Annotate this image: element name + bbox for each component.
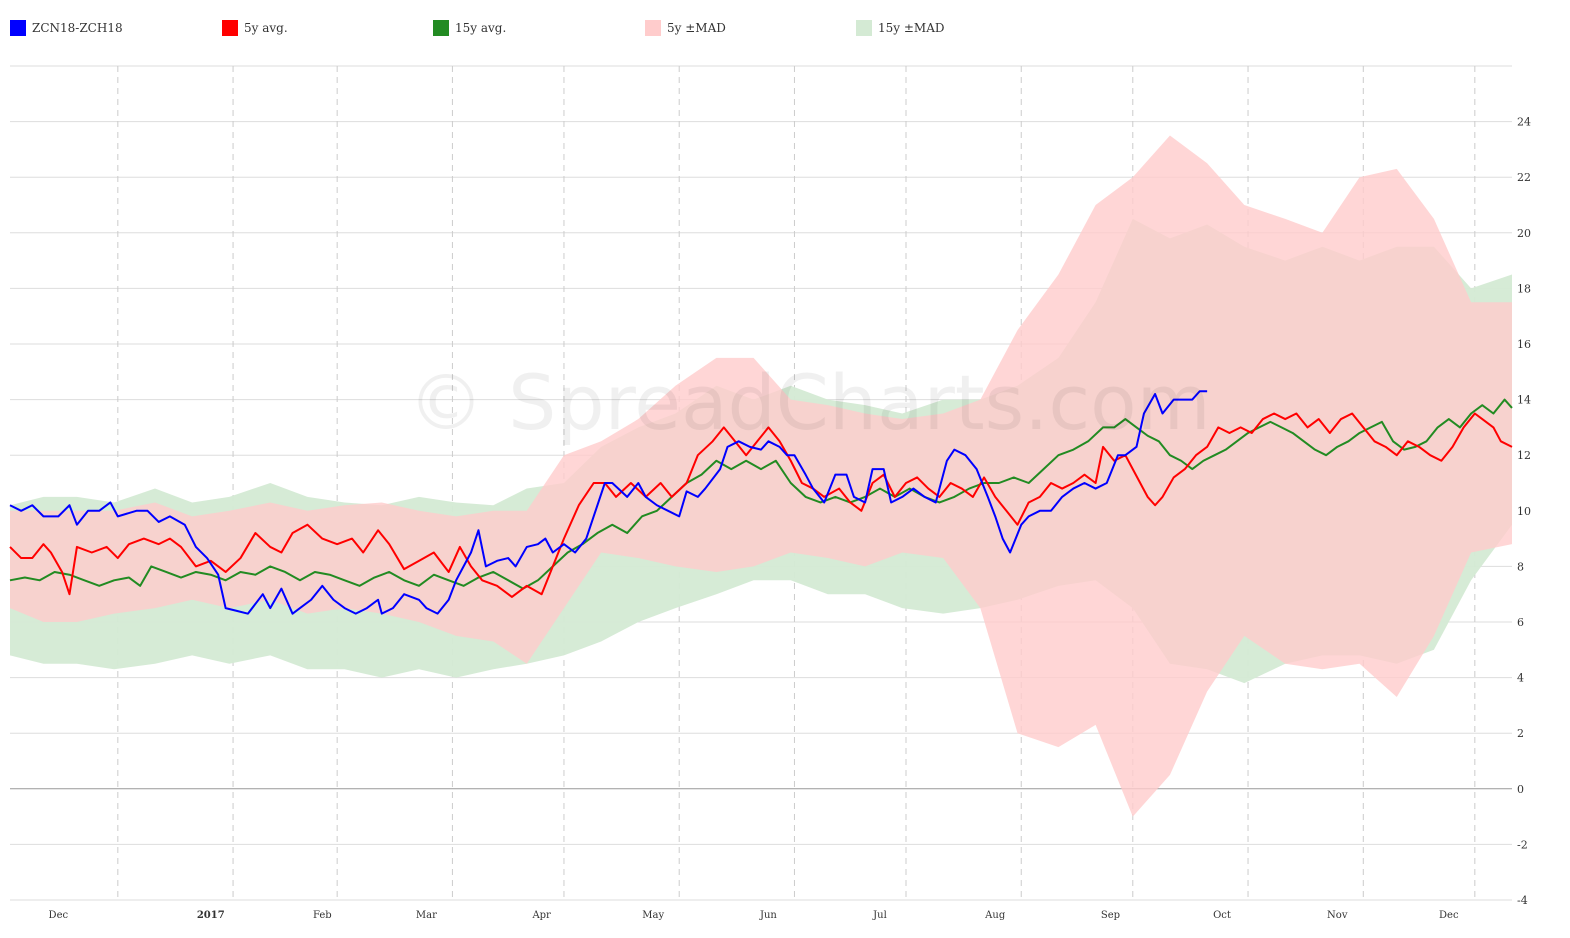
legend-label: 5y avg.: [244, 21, 288, 35]
x-tick-label: Dec: [1439, 910, 1459, 921]
legend: ZCN18-ZCH18 5y avg. 15y avg. 5y ±MAD 15y ±MA…: [10, 20, 1550, 42]
legend-item: 5y avg.: [222, 20, 288, 36]
band-layer: [10, 135, 1512, 817]
legend-item: ZCN18-ZCH18: [10, 20, 123, 36]
y-tick-label: 20: [1517, 227, 1531, 240]
legend-label: 15y ±MAD: [878, 21, 945, 35]
x-tick-label: Jul: [872, 910, 887, 921]
x-tick-label: Mar: [416, 910, 437, 921]
x-tick-label: Nov: [1327, 910, 1348, 921]
x-tick-label: 2017: [197, 910, 225, 921]
y-tick-label: 24: [1517, 116, 1531, 129]
watermark: © SpreadCharts.com: [408, 358, 1211, 447]
y-tick-label: -4: [1517, 894, 1528, 907]
band-5y-mad: [10, 135, 1512, 817]
legend-label: 5y ±MAD: [667, 21, 726, 35]
x-tick-label: Jun: [759, 910, 777, 921]
y-tick-label: 8: [1517, 560, 1524, 573]
series-line-5y-avg: [9, 412, 1513, 598]
legend-swatch: [433, 20, 449, 36]
x-tick-label: Apr: [531, 910, 551, 921]
x-tick-label: Dec: [49, 910, 69, 921]
x-tick-label: Oct: [1213, 910, 1231, 921]
legend-label: 15y avg.: [455, 21, 507, 35]
y-tick-label: 2: [1517, 727, 1524, 740]
x-tick-label: Sep: [1101, 910, 1120, 921]
y-tick-label: 4: [1517, 672, 1524, 685]
legend-item: 5y ±MAD: [645, 20, 726, 36]
y-tick-label: 22: [1517, 171, 1531, 184]
series-line-15y-avg: [9, 398, 1513, 590]
y-tick-label: 14: [1517, 394, 1531, 407]
y-tick-label: 6: [1517, 616, 1524, 629]
y-tick-label: 12: [1517, 449, 1531, 462]
y-tick-label: 0: [1517, 783, 1524, 796]
legend-item: 15y avg.: [433, 20, 506, 36]
x-tick-label: May: [642, 910, 664, 921]
legend-swatch: [645, 20, 661, 36]
x-tick-label: Aug: [984, 910, 1006, 921]
legend-item: 15y ±MAD: [856, 20, 945, 36]
legend-swatch: [222, 20, 238, 36]
legend-label: ZCN18-ZCH18: [32, 21, 123, 35]
legend-swatch: [856, 20, 872, 36]
y-tick-label: -2: [1517, 838, 1528, 851]
y-tick-label: 18: [1517, 282, 1531, 295]
legend-swatch: [10, 20, 26, 36]
y-tick-label: 16: [1517, 338, 1531, 351]
x-tick-label: Feb: [313, 910, 332, 921]
y-tick-label: 10: [1517, 505, 1531, 518]
series-line-zcn18-zch18: [9, 390, 1208, 615]
line-layer: [9, 390, 1513, 615]
